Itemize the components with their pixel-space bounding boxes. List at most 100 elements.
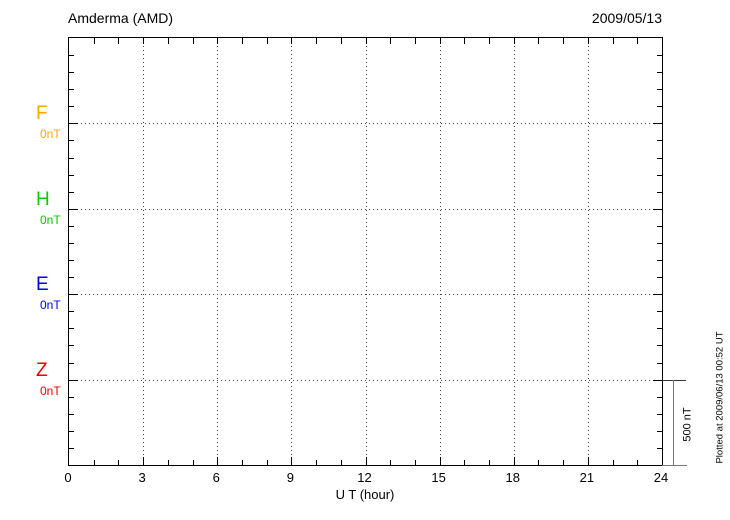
tick-mark — [316, 460, 318, 465]
tick-mark — [93, 38, 95, 44]
tick-mark — [657, 191, 662, 193]
tick-mark — [637, 460, 639, 465]
tick-mark — [439, 38, 441, 44]
tick-mark — [414, 38, 416, 44]
tick-mark — [657, 345, 662, 347]
tick-mark — [118, 460, 120, 465]
tick-mark — [653, 208, 662, 210]
tick-mark — [439, 457, 441, 465]
channel-letter-z: Z — [36, 360, 48, 382]
tick-mark — [69, 208, 78, 210]
tick-mark — [365, 457, 367, 465]
station-title: Amderma (AMD) — [68, 10, 174, 26]
gridline-vertical — [587, 38, 589, 465]
x-axis-title: U T (hour) — [335, 487, 395, 502]
tick-mark — [217, 38, 219, 44]
tick-mark — [365, 38, 367, 44]
gridline-vertical — [217, 38, 219, 465]
tick-mark — [69, 379, 78, 381]
x-tick-label: 18 — [505, 470, 520, 485]
tick-mark — [69, 396, 74, 398]
tick-mark — [464, 460, 466, 465]
tick-mark — [657, 106, 662, 108]
tick-mark — [69, 260, 74, 262]
tick-mark — [69, 328, 74, 330]
tick-mark — [69, 106, 74, 108]
tick-mark — [657, 89, 662, 91]
x-tick-label: 0 — [64, 470, 72, 485]
tick-mark — [513, 38, 515, 44]
tick-mark — [657, 55, 662, 57]
tick-mark — [563, 38, 565, 44]
tick-mark — [653, 123, 662, 125]
tick-mark — [657, 277, 662, 279]
channel-letter-f: F — [36, 102, 48, 124]
gridline-vertical — [513, 38, 515, 465]
gridline-vertical — [439, 38, 441, 465]
tick-mark — [464, 38, 466, 44]
tick-mark — [217, 457, 219, 465]
tick-mark — [69, 174, 74, 176]
channel-offset-h: 0nT — [40, 212, 61, 227]
tick-mark — [192, 38, 194, 44]
tick-mark — [93, 460, 95, 465]
channel-letter-h: H — [36, 188, 50, 210]
tick-mark — [489, 460, 491, 465]
plotted-at-note: Plotted at 2009/06/13 00:52 UT — [714, 331, 726, 464]
tick-mark — [167, 460, 169, 465]
tick-mark — [657, 242, 662, 244]
tick-mark — [538, 38, 540, 44]
tick-mark — [241, 38, 243, 44]
tick-mark — [657, 225, 662, 227]
tick-mark — [266, 460, 268, 465]
tick-mark — [69, 225, 74, 227]
tick-mark — [69, 123, 78, 125]
scale-bar-bottom-cap — [662, 465, 687, 466]
scale-bar-label: 500 nT — [681, 407, 694, 442]
tick-mark — [657, 72, 662, 74]
tick-mark — [69, 447, 74, 449]
tick-mark — [612, 460, 614, 465]
gridline-vertical — [143, 38, 145, 465]
tick-mark — [69, 191, 74, 193]
tick-mark — [266, 38, 268, 44]
channel-offset-z: 0nT — [40, 384, 61, 399]
tick-mark — [563, 460, 565, 465]
tick-mark — [143, 38, 145, 44]
tick-mark — [657, 174, 662, 176]
tick-mark — [69, 311, 74, 313]
date-label: 2009/05/13 — [591, 10, 662, 26]
x-tick-label: 15 — [431, 470, 446, 485]
tick-mark — [653, 379, 662, 381]
tick-mark — [340, 38, 342, 44]
tick-mark — [69, 157, 74, 159]
x-tick-label: 9 — [286, 470, 294, 485]
tick-mark — [513, 457, 515, 465]
tick-mark — [69, 345, 74, 347]
x-tick-label: 24 — [653, 470, 669, 485]
tick-mark — [587, 457, 589, 465]
channel-letter-e: E — [36, 274, 49, 296]
tick-mark — [69, 277, 74, 279]
tick-mark — [69, 430, 74, 432]
tick-mark — [340, 460, 342, 465]
tick-mark — [167, 38, 169, 44]
tick-mark — [69, 362, 74, 364]
tick-mark — [316, 38, 318, 44]
tick-mark — [69, 242, 74, 244]
tick-mark — [69, 89, 74, 91]
scale-bar — [673, 380, 674, 466]
tick-mark — [657, 413, 662, 415]
gridline-vertical — [291, 38, 293, 465]
gridline-vertical — [365, 38, 367, 465]
tick-mark — [612, 38, 614, 44]
plot-area — [68, 37, 663, 466]
tick-mark — [637, 38, 639, 44]
tick-mark — [143, 457, 145, 465]
tick-mark — [657, 157, 662, 159]
tick-mark — [390, 460, 392, 465]
tick-mark — [657, 362, 662, 364]
tick-mark — [657, 396, 662, 398]
channel-offset-e: 0nT — [40, 298, 61, 313]
